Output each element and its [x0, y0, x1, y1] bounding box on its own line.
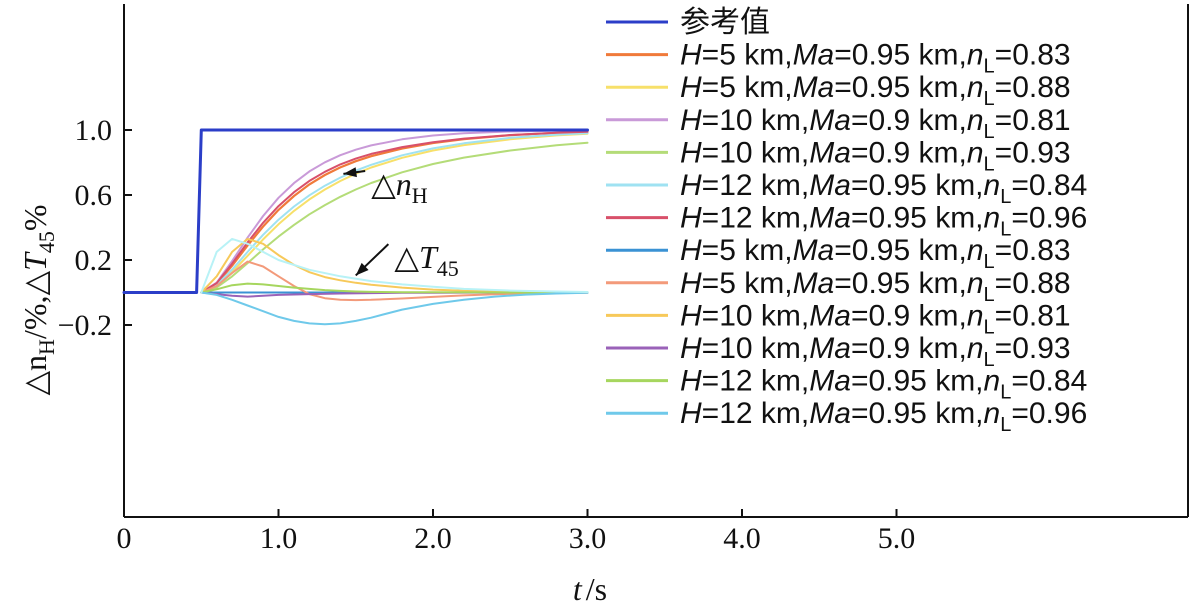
legend-label: H=5 km,Ma=0.95 km,nL=0.88: [680, 71, 1071, 110]
x-tick-label: 3.0: [569, 522, 607, 555]
y-ticks: −0.2 0.2 0.6 1.0: [58, 114, 132, 342]
x-tick-label: 0: [117, 522, 132, 555]
annotation-label: △T45: [394, 239, 458, 281]
legend-label: H=10 km,Ma=0.9 km,nL=0.93: [680, 136, 1071, 175]
legend-item: H=5 km,Ma=0.95 km,nL=0.83: [606, 39, 1071, 78]
series-line-2: [200, 132, 589, 294]
legend-label: H=12 km,Ma=0.95 km,nL=0.84: [680, 169, 1087, 208]
series-line-13: [200, 237, 589, 294]
series-line-0: [122, 128, 589, 294]
legend-label: H=12 km,Ma=0.95 km,nL=0.84: [680, 365, 1087, 404]
series-line-12: [200, 291, 589, 326]
legend-label: H=5 km,Ma=0.95 km,nL=0.83: [680, 39, 1071, 78]
legend-item: H=5 km,Ma=0.95 km,nL=0.88: [606, 267, 1071, 306]
legend-item: H=5 km,Ma=0.95 km,nL=0.88: [606, 71, 1071, 110]
legend-label: 参考值: [680, 5, 770, 40]
legend-item: H=10 km,Ma=0.9 km,nL=0.93: [606, 332, 1071, 371]
legend-label: H=10 km,Ma=0.9 km,nL=0.81: [680, 299, 1071, 338]
legend-item: H=12 km,Ma=0.95 km,nL=0.96: [606, 397, 1087, 436]
annotation-arrow-head: [355, 262, 369, 276]
y-tick-label: 0.2: [75, 244, 113, 277]
legend-item: H=12 km,Ma=0.95 km,nL=0.96: [606, 202, 1087, 241]
x-tick-label: 2.0: [414, 522, 452, 555]
x-tick-label: 5.0: [878, 522, 916, 555]
x-ticks: 0 1.0 2.0 3.0 4.0 5.0: [117, 509, 916, 555]
series-line-8: [200, 260, 589, 302]
series-line-5: [200, 132, 589, 294]
legend-item: H=5 km,Ma=0.95 km,nL=0.83: [606, 234, 1071, 273]
legend-item: 参考值: [606, 5, 770, 40]
legend-label: H=5 km,Ma=0.95 km,nL=0.83: [680, 234, 1071, 273]
x-tick-label: 4.0: [723, 522, 761, 555]
series-line-6: [200, 130, 589, 294]
legend-item: H=10 km,Ma=0.9 km,nL=0.81: [606, 299, 1071, 338]
annotations: △nH △T45: [343, 166, 459, 281]
annotation-arrow-head: [343, 167, 357, 178]
series-lines: [122, 128, 589, 326]
legend-label: H=12 km,Ma=0.95 km,nL=0.96: [680, 397, 1087, 436]
series-line-9: [200, 237, 589, 294]
series-line-4: [200, 141, 589, 294]
legend-item: H=12 km,Ma=0.95 km,nL=0.84: [606, 365, 1087, 404]
x-tick-label: 1.0: [260, 522, 298, 555]
y-tick-label: 0.6: [75, 179, 113, 212]
legend-label: H=10 km,Ma=0.9 km,nL=0.81: [680, 104, 1071, 143]
y-axis-label: △nH/%,△T45%: [17, 204, 59, 395]
legend-item: H=10 km,Ma=0.9 km,nL=0.81: [606, 104, 1071, 143]
series-line-11: [200, 282, 589, 294]
legend-label: H=12 km,Ma=0.95 km,nL=0.96: [680, 202, 1087, 241]
legend-label: H=5 km,Ma=0.95 km,nL=0.88: [680, 267, 1071, 306]
legend-item: H=12 km,Ma=0.95 km,nL=0.84: [606, 169, 1087, 208]
legend-label: H=10 km,Ma=0.9 km,nL=0.93: [680, 332, 1071, 371]
legend-item: H=10 km,Ma=0.9 km,nL=0.93: [606, 136, 1071, 175]
y-tick-label: −0.2: [58, 309, 112, 342]
x-axis-label: t/s: [573, 571, 607, 607]
annotation-label: △nH: [371, 166, 428, 208]
y-tick-label: 1.0: [75, 114, 113, 147]
